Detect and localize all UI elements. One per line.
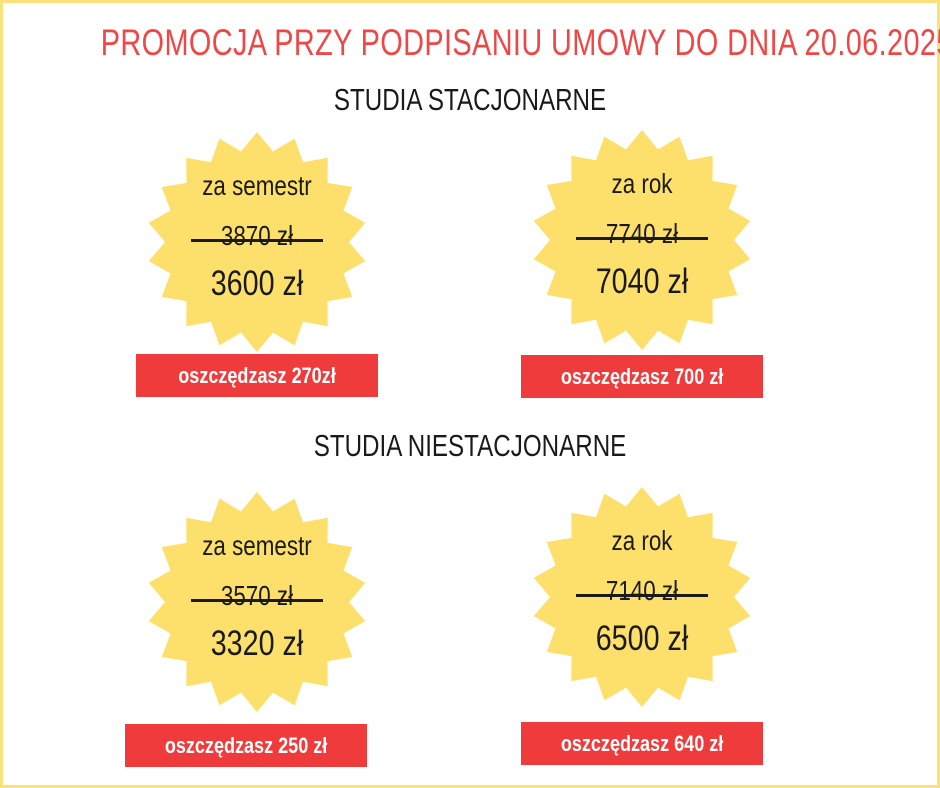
strikethrough-line [191,599,323,602]
starburst-shape [533,487,751,707]
badge-period-label: za rok [611,168,673,199]
savings-tag-niestacjonarne-semestr: oszczędzasz 250 zł [125,724,367,767]
savings-text: oszczędzasz 640 zł [560,731,724,756]
savings-text: oszczędzasz 250 zł [164,733,328,758]
price-badge-niestacjonarne-rok: za rok 7140 zł 6500 zł [530,485,754,709]
new-price: 6500 zł [595,619,689,658]
promo-headline: PROMOCJA PRZY PODPISANIU UMOWY DO DNIA 2… [100,22,940,63]
savings-tag-stacjonarne-semestr: oszczędzasz 270zł [136,354,378,397]
badge-period-label: za rok [611,525,673,556]
new-price: 3600 zł [210,264,304,303]
savings-text: oszczędzasz 270zł [178,363,336,388]
starburst-shape [148,132,366,352]
price-badge-niestacjonarne-semestr: za semestr 3570 zł 3320 zł [145,490,369,714]
starburst-shape [148,492,366,712]
section-title-niestacjonarne: STUDIA NIESTACJONARNE [313,428,627,463]
old-price: 3570 zł [220,580,294,611]
section-title-stacjonarne: STUDIA STACJONARNE [333,82,607,117]
price-badge-stacjonarne-semestr: za semestr 3870 zł 3600 zł [145,130,369,354]
starburst-polygon [148,132,366,352]
strikethrough-line [191,239,323,242]
new-price: 7040 zł [595,262,689,301]
new-price: 3320 zł [210,624,304,663]
savings-tag-niestacjonarne-rok: oszczędzasz 640 zł [521,722,763,765]
starburst-polygon [533,487,751,707]
starburst-polygon [148,492,366,712]
strikethrough-line [576,594,708,597]
old-price: 7740 zł [605,218,679,249]
savings-tag-stacjonarne-rok: oszczędzasz 700 zł [521,355,763,398]
starburst-shape [533,130,751,350]
strikethrough-line [576,237,708,240]
savings-text: oszczędzasz 700 zł [560,364,724,389]
badge-period-label: za semestr [202,170,312,201]
price-badge-stacjonarne-rok: za rok 7740 zł 7040 zł [530,128,754,352]
badge-period-label: za semestr [202,530,312,561]
starburst-polygon [533,130,751,350]
old-price: 7140 zł [605,575,679,606]
old-price: 3870 zł [220,220,294,251]
